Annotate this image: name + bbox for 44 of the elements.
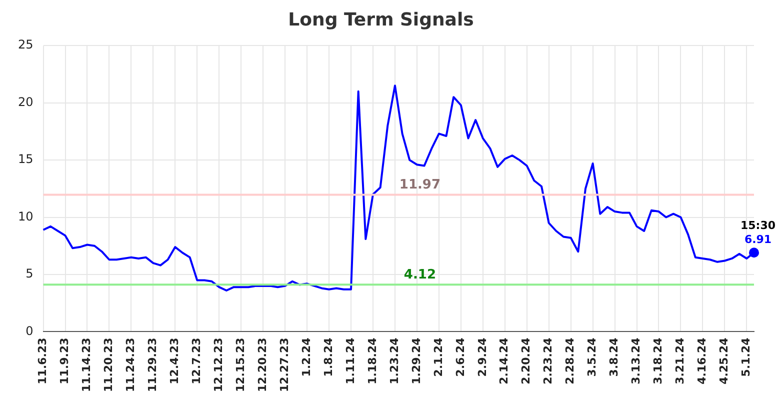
x-tick-label: 12.12.23 (212, 338, 225, 392)
y-tick-label: 5 (26, 266, 34, 281)
x-tick-label: 11.20.23 (102, 338, 116, 392)
x-tick-label: 3.8.24 (608, 337, 621, 377)
x-tick-label: 11.14.23 (80, 338, 94, 392)
ref-line-label: 11.97 (399, 178, 441, 193)
data-label: 6.91 (744, 232, 772, 246)
x-tick-label: 4.25.24 (718, 337, 731, 384)
x-tick-label: 12.4.23 (168, 338, 182, 384)
annotation: 15:30 (740, 218, 776, 232)
x-tick-label: 12.7.23 (190, 338, 203, 384)
x-tick-label: 1.18.24 (366, 337, 379, 384)
x-tick-label: 1.11.24 (344, 337, 357, 384)
x-tick-label: 11.29.23 (146, 338, 160, 392)
x-tick-label: 2.14.24 (498, 337, 511, 384)
x-tick-label: 1.29.24 (410, 337, 423, 384)
x-tick-label: 1.23.24 (388, 337, 401, 384)
x-tick-label: 11.9.23 (58, 338, 72, 384)
x-tick-label: 12.15.23 (234, 338, 247, 392)
x-tick-label: 3.5.24 (586, 337, 599, 377)
x-tick-label: 12.27.23 (278, 338, 291, 392)
x-tick-label: 1.8.24 (322, 337, 335, 377)
y-tick-label: 25 (18, 38, 34, 52)
y-tick-label: 15 (18, 152, 34, 166)
y-tick-label: 10 (18, 209, 34, 224)
y-tick-label: 0 (26, 324, 34, 338)
x-tick-label: 1.2.24 (300, 337, 313, 377)
ref-line-label: 4.12 (404, 267, 436, 282)
x-tick-label: 5.1.24 (740, 337, 753, 377)
x-tick-label: 3.21.24 (674, 337, 687, 384)
x-tick-label: 12.20.23 (256, 338, 269, 392)
x-tick-label: 2.20.24 (520, 337, 533, 384)
x-tick-label: 2.9.24 (476, 337, 489, 377)
x-tick-label: 2.1.24 (432, 337, 445, 377)
y-tick-label: 20 (18, 94, 34, 109)
x-tick-label: 3.18.24 (652, 337, 665, 384)
x-tick-label: 2.28.24 (564, 337, 577, 384)
x-tick-label: 3.13.24 (630, 337, 643, 384)
x-tick-label: 11.6.23 (36, 338, 50, 384)
x-tick-label: 4.16.24 (696, 337, 709, 384)
x-tick-label: 11.24.23 (124, 338, 138, 392)
x-tick-label: 2.23.24 (542, 337, 555, 384)
x-tick-label: 2.6.24 (454, 337, 467, 377)
chart-title: Long Term Signals (288, 9, 474, 30)
